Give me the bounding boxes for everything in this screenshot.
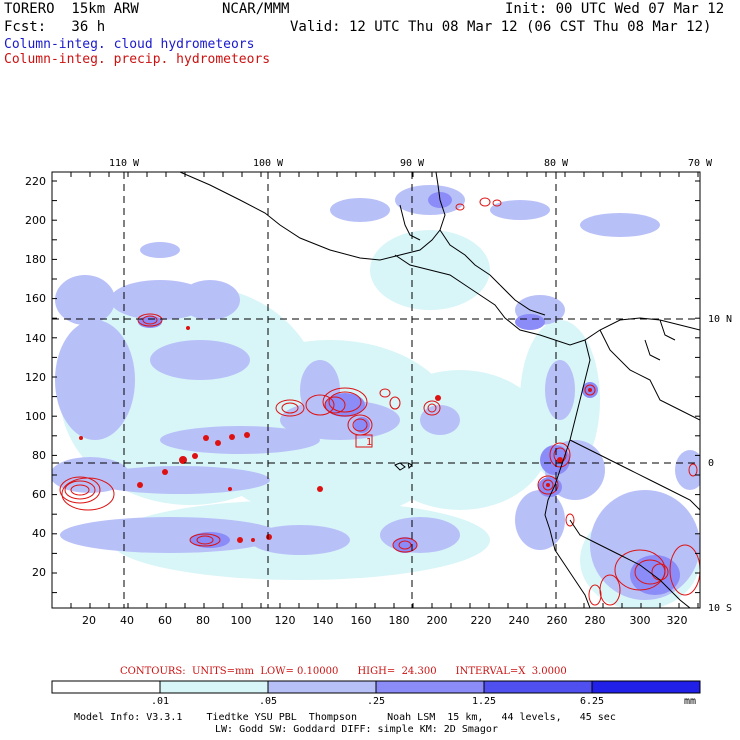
x-tick-280: 280 xyxy=(585,614,606,627)
y-tick-60: 60 xyxy=(32,488,46,501)
valid-time: Valid: 12 UTC Thu 08 Mar 12 (06 CST Thu … xyxy=(290,19,712,35)
contour-info: CONTOURS: UNITS=mm LOW= 0.10000 HIGH= 24… xyxy=(120,666,567,677)
colorbar-bin-2 xyxy=(159,680,269,694)
y-tick-200: 200 xyxy=(25,214,46,227)
x-tick-120: 120 xyxy=(275,614,296,627)
lon-label-80w: 80 W xyxy=(544,158,569,169)
x-tick-200: 200 xyxy=(427,614,448,627)
lat-label-10s: 10 S xyxy=(708,603,732,614)
y-tick-20: 20 xyxy=(32,566,46,579)
x-tick-140: 140 xyxy=(313,614,334,627)
x-tick-240: 240 xyxy=(509,614,530,627)
lat-lon-grid xyxy=(52,172,700,608)
init-time: Init: 00 UTC Wed 07 Mar 12 xyxy=(505,1,725,17)
lon-label-100w: 100 W xyxy=(253,158,284,169)
colorbar xyxy=(51,680,701,694)
y-tick-120: 120 xyxy=(25,371,46,384)
axis-ticks xyxy=(51,172,700,608)
box-label: 1 xyxy=(366,437,372,448)
y-tick-100: 100 xyxy=(25,410,46,423)
colorbar-bin-3 xyxy=(267,680,377,694)
x-tick-100: 100 xyxy=(231,614,252,627)
y-tick-220: 220 xyxy=(25,175,46,188)
colorbar-label-001: .01 xyxy=(150,696,170,707)
colorbar-label-625: 6.25 xyxy=(579,696,605,707)
x-tick-160: 160 xyxy=(351,614,372,627)
x-tick-80: 80 xyxy=(196,614,210,627)
coastlines xyxy=(179,172,700,608)
center-label: NCAR/MMM xyxy=(222,1,290,17)
legend-cloud: Column-integ. cloud hydrometeors xyxy=(4,37,255,52)
colorbar-label-125: 1.25 xyxy=(471,696,497,707)
lon-label-110w: 110 W xyxy=(109,158,140,169)
colorbar-bin-1 xyxy=(51,680,161,694)
plot-frame xyxy=(51,171,701,609)
cloud-shading: 1 xyxy=(52,172,700,608)
y-tick-160: 160 xyxy=(25,292,46,305)
lat-label-10n: 10 N xyxy=(708,314,732,325)
x-tick-260: 260 xyxy=(547,614,568,627)
y-tick-80: 80 xyxy=(32,449,46,462)
x-tick-220: 220 xyxy=(471,614,492,627)
y-tick-140: 140 xyxy=(25,332,46,345)
x-tick-300: 300 xyxy=(630,614,651,627)
y-tick-40: 40 xyxy=(32,527,46,540)
lon-label-70w: 70 W xyxy=(688,158,713,169)
y-tick-180: 180 xyxy=(25,253,46,266)
colorbar-units: mm xyxy=(683,696,697,707)
x-tick-320: 320 xyxy=(667,614,688,627)
footer-model-info: Model Info: V3.3.1 Tiedtke YSU PBL Thomp… xyxy=(74,712,616,723)
forecast-hour: Fcst: 36 h xyxy=(4,19,106,35)
footer-physics: LW: Godd SW: Goddard DIFF: simple KM: 2D… xyxy=(215,724,498,735)
legend-precip: Column-integ. precip. hydrometeors xyxy=(4,52,271,67)
lon-label-90w: 90 W xyxy=(400,158,425,169)
colorbar-bin-6 xyxy=(591,680,701,694)
x-tick-60: 60 xyxy=(158,614,172,627)
model-title: TORERO 15km ARW xyxy=(4,1,139,17)
colorbar-label-005: .05 xyxy=(258,696,278,707)
lat-label-0: 0 xyxy=(708,458,714,469)
x-tick-180: 180 xyxy=(389,614,410,627)
x-tick-20: 20 xyxy=(82,614,96,627)
colorbar-label-025: .25 xyxy=(366,696,386,707)
colorbar-bin-4 xyxy=(375,680,485,694)
colorbar-bin-5 xyxy=(483,680,593,694)
x-tick-40: 40 xyxy=(120,614,134,627)
